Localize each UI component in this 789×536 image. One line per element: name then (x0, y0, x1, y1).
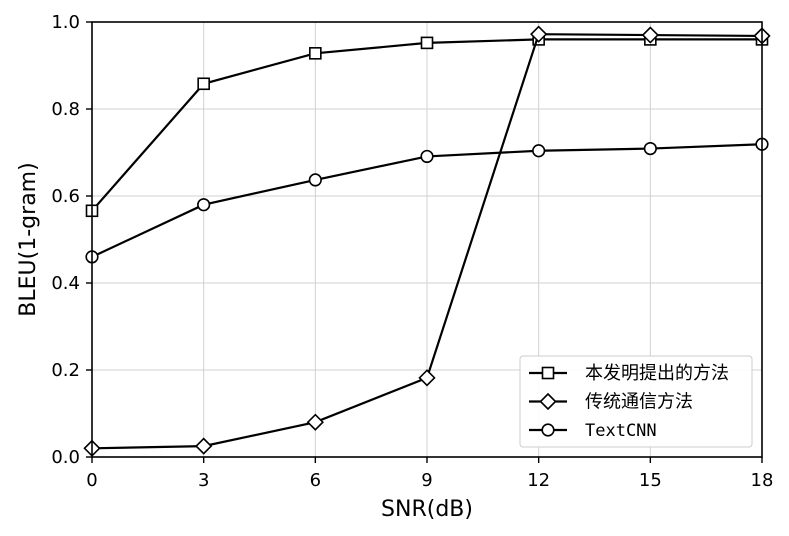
y-tick-label: 0.6 (51, 186, 80, 207)
data-point-diamond (418, 369, 436, 387)
data-point-diamond (641, 26, 659, 44)
series-layer (83, 25, 771, 457)
legend-marker-circle (541, 423, 555, 437)
data-point-circle (308, 173, 322, 187)
y-tick-label: 0.8 (51, 99, 80, 120)
data-point-circle (420, 149, 434, 164)
y-tick-label: 0.4 (51, 273, 80, 294)
data-point-square (420, 36, 434, 50)
legend-box (519, 355, 753, 448)
y-tick-label: 1.0 (51, 12, 80, 33)
legend-item: 传统通信方法 (529, 392, 693, 413)
x-tick-label: 0 (86, 470, 97, 491)
legend-item: TextCNN (529, 421, 657, 441)
data-point-circle (197, 198, 211, 212)
legend-label: 传统通信方法 (585, 392, 693, 413)
legend-marker-square (541, 366, 555, 380)
data-point-circle (532, 144, 546, 158)
data-point-circle (643, 141, 657, 156)
legend-label: 本发明提出的方法 (585, 363, 729, 384)
data-point-diamond (530, 25, 548, 43)
y-tick-label: 0.0 (51, 447, 80, 468)
y-tick-label: 0.2 (51, 360, 80, 381)
x-tick-label: 9 (421, 470, 432, 491)
legend-item: 本发明提出的方法 (529, 363, 729, 384)
x-tick-label: 6 (310, 470, 321, 491)
legend-label: TextCNN (585, 421, 657, 441)
data-point-diamond (195, 437, 213, 455)
x-tick-label: 12 (527, 470, 550, 491)
y-axis-title: BLEU(1-gram) (16, 162, 41, 316)
legend-marker-diamond (539, 392, 557, 411)
x-tick-label: 3 (198, 470, 209, 491)
series-circle (85, 137, 769, 264)
x-tick-label: 15 (639, 470, 662, 491)
data-point-square (309, 47, 322, 60)
x-tick-label: 18 (751, 470, 774, 491)
data-point-square (197, 77, 210, 91)
x-axis-title: SNR(dB) (381, 497, 473, 522)
axis-ticks: 0 3 6 9 12 15 18 0.0 0.2 0.4 0.6 0.8 1.0 (51, 12, 773, 491)
data-point-diamond (306, 413, 324, 431)
